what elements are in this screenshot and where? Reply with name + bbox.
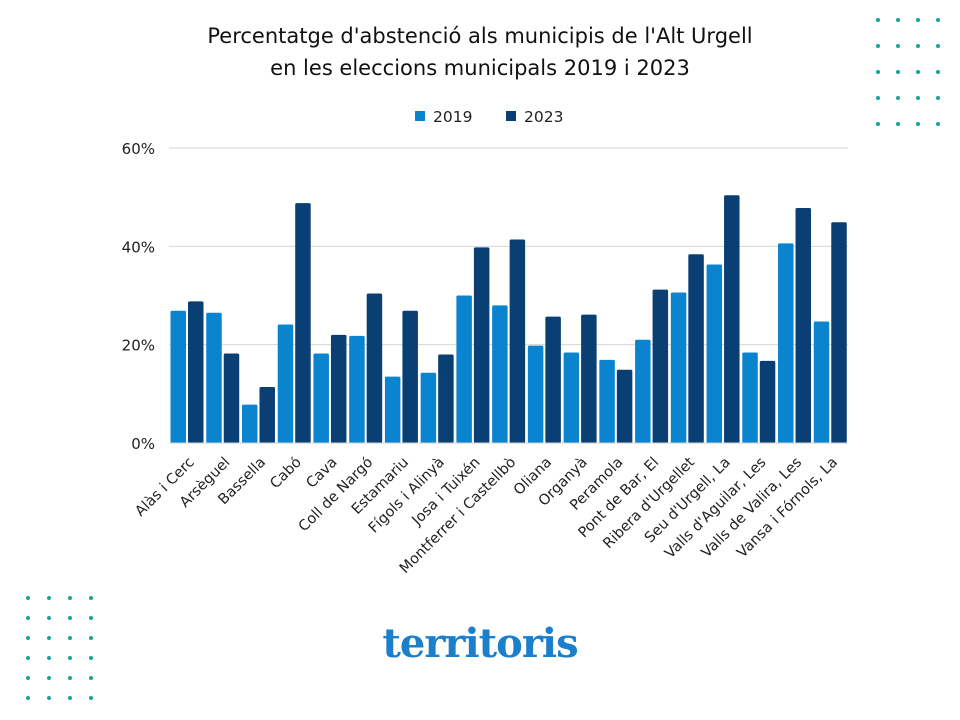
bar-2023 xyxy=(616,369,633,443)
legend-label-2023: 2023 xyxy=(524,108,563,126)
dot xyxy=(47,596,51,600)
bar-2023 xyxy=(295,203,311,443)
dot xyxy=(26,596,30,600)
decorative-dots-bottom-left xyxy=(26,596,93,700)
y-tick-label: 20% xyxy=(122,337,155,355)
bar-2023 xyxy=(652,289,669,443)
dot xyxy=(68,696,72,700)
dot xyxy=(896,44,900,48)
dot xyxy=(936,44,940,48)
dot xyxy=(26,696,30,700)
bar-2019 xyxy=(742,352,758,443)
bar-2023 xyxy=(688,254,704,443)
dot xyxy=(876,18,880,22)
bar-2019 xyxy=(492,305,508,443)
dot xyxy=(68,616,72,620)
dot xyxy=(896,96,900,100)
dot xyxy=(26,616,30,620)
dot xyxy=(896,122,900,126)
bar-2023 xyxy=(402,310,418,443)
bar-2019 xyxy=(599,359,615,443)
title-line-2: en les eleccions municipals 2019 i 2023 xyxy=(270,56,690,80)
dot xyxy=(876,70,880,74)
bar-2023 xyxy=(259,386,275,443)
dot xyxy=(936,96,940,100)
dot xyxy=(47,616,51,620)
dot xyxy=(916,18,920,22)
bar-2019 xyxy=(349,335,365,443)
y-tick-label: 60% xyxy=(122,140,155,158)
dot xyxy=(876,96,880,100)
bar-2019 xyxy=(313,353,329,443)
bar-2019 xyxy=(456,295,472,443)
dot xyxy=(68,676,72,680)
legend-swatch-2023 xyxy=(506,111,516,121)
dot xyxy=(26,656,30,660)
bar-2019 xyxy=(277,324,294,443)
bar-2023 xyxy=(509,239,526,443)
bar-2019 xyxy=(206,312,222,443)
dot xyxy=(47,676,51,680)
dot xyxy=(26,636,30,640)
dot xyxy=(916,44,920,48)
dot xyxy=(936,70,940,74)
bar-2019 xyxy=(384,376,401,443)
dot xyxy=(916,70,920,74)
dot xyxy=(936,18,940,22)
bar-2019 xyxy=(170,310,186,443)
bar-2023 xyxy=(330,334,347,443)
y-tick-label: 0% xyxy=(131,435,155,453)
bar-2023 xyxy=(831,222,847,443)
y-tick-label: 40% xyxy=(122,238,155,256)
bar-2019 xyxy=(420,372,437,443)
bar-2019 xyxy=(706,264,723,443)
legend-swatch-2019 xyxy=(415,111,425,121)
dot xyxy=(896,70,900,74)
dot xyxy=(89,656,93,660)
x-tick-label: Cabó xyxy=(267,454,305,492)
dot xyxy=(896,18,900,22)
bar-2023 xyxy=(438,354,454,443)
bar-2019 xyxy=(527,345,544,443)
dot xyxy=(68,596,72,600)
bar-2023 xyxy=(223,353,240,443)
dot xyxy=(936,122,940,126)
bar-2019 xyxy=(813,321,830,443)
bar-2023 xyxy=(759,360,776,443)
bar-2023 xyxy=(545,316,561,443)
bar-2023 xyxy=(473,247,490,443)
dot xyxy=(89,636,93,640)
dot xyxy=(47,636,51,640)
bar-2023 xyxy=(188,301,204,443)
dot xyxy=(47,696,51,700)
legend-label-2019: 2019 xyxy=(433,108,472,126)
dot xyxy=(89,696,93,700)
dot xyxy=(26,676,30,680)
bar-2023 xyxy=(724,195,740,443)
dot xyxy=(916,96,920,100)
dot xyxy=(916,122,920,126)
bar-2019 xyxy=(778,243,794,443)
territoris-logo: territoris xyxy=(382,620,578,667)
bar-2023 xyxy=(795,207,812,443)
bar-2023 xyxy=(366,293,383,443)
dot xyxy=(89,676,93,680)
decorative-dots-top-right xyxy=(876,18,940,126)
dot xyxy=(47,656,51,660)
title-line-1: Percentatge d'abstenció als municipis de… xyxy=(207,24,753,48)
dot xyxy=(68,656,72,660)
chart-title: Percentatge d'abstenció als municipis de… xyxy=(0,20,960,84)
dot xyxy=(89,616,93,620)
dot xyxy=(68,636,72,640)
dot xyxy=(876,44,880,48)
bar-2023 xyxy=(581,314,597,443)
bar-2019 xyxy=(563,352,580,443)
dot xyxy=(89,596,93,600)
bar-2019 xyxy=(635,339,651,443)
dot xyxy=(876,122,880,126)
bar-2019 xyxy=(241,404,258,443)
bar-2019 xyxy=(670,292,687,443)
